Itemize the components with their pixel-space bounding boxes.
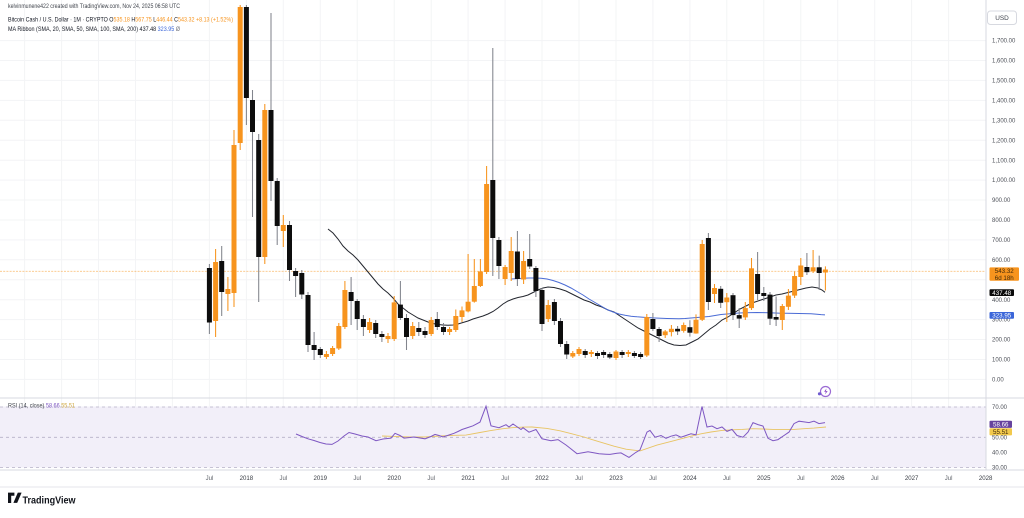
svg-text:kelvinmunene422 created with T: kelvinmunene422 created with TradingView…	[8, 3, 180, 10]
svg-text:2019: 2019	[314, 475, 328, 482]
svg-text:MA Ribbon (SMA, 20, SMA, 50, S: MA Ribbon (SMA, 20, SMA, 50, SMA, 100, S…	[8, 26, 180, 33]
svg-text:323.95: 323.95	[992, 313, 1011, 320]
svg-text:800.00: 800.00	[992, 218, 1011, 224]
svg-text:50.00: 50.00	[992, 435, 1008, 441]
svg-text:2020: 2020	[387, 475, 401, 482]
svg-text:600.00: 600.00	[992, 258, 1011, 264]
svg-text:Jul: Jul	[427, 476, 435, 482]
svg-text:55.51: 55.51	[993, 429, 1009, 436]
svg-text:1,700.00: 1,700.00	[992, 39, 1016, 45]
svg-text:300.00: 300.00	[992, 318, 1011, 324]
svg-text:Jul: Jul	[945, 476, 953, 482]
svg-text:Jul: Jul	[353, 476, 361, 482]
svg-text:2023: 2023	[609, 475, 623, 482]
svg-text:Jul: Jul	[871, 476, 879, 482]
svg-text:Jul: Jul	[649, 476, 657, 482]
svg-text:700.00: 700.00	[992, 238, 1011, 244]
svg-text:1,400.00: 1,400.00	[992, 99, 1016, 105]
svg-text:40.00: 40.00	[992, 450, 1008, 456]
svg-text:2026: 2026	[831, 475, 845, 482]
svg-text:USD: USD	[995, 15, 1009, 22]
svg-text:58.66: 58.66	[993, 422, 1009, 429]
svg-text:Jul: Jul	[206, 476, 214, 482]
svg-text:70.00: 70.00	[992, 405, 1008, 411]
svg-text:TradingView: TradingView	[23, 496, 76, 507]
svg-text:100.00: 100.00	[992, 358, 1011, 364]
svg-text:437.48: 437.48	[992, 290, 1011, 297]
svg-text:200.00: 200.00	[992, 338, 1011, 344]
svg-text:543.32: 543.32	[995, 268, 1014, 275]
svg-text:RSI (14, close) 58.66 55.51: RSI (14, close) 58.66 55.51	[8, 403, 75, 410]
svg-text:1,000.00: 1,000.00	[992, 178, 1016, 184]
svg-text:2028: 2028	[979, 475, 993, 482]
svg-text:6d 18h: 6d 18h	[995, 275, 1014, 282]
svg-text:400.00: 400.00	[992, 298, 1011, 304]
svg-text:1,500.00: 1,500.00	[992, 79, 1016, 85]
svg-text:2024: 2024	[683, 475, 697, 482]
svg-text:2021: 2021	[461, 475, 475, 482]
svg-text:2027: 2027	[905, 475, 919, 482]
svg-text:30.00: 30.00	[992, 465, 1008, 471]
svg-text:2022: 2022	[535, 475, 549, 482]
svg-text:2025: 2025	[757, 475, 771, 482]
svg-text:2018: 2018	[240, 475, 254, 482]
svg-text:Jul: Jul	[279, 476, 287, 482]
svg-text:1,100.00: 1,100.00	[992, 158, 1016, 164]
svg-text:1,200.00: 1,200.00	[992, 138, 1016, 144]
svg-text:0.00: 0.00	[992, 378, 1004, 384]
svg-text:900.00: 900.00	[992, 198, 1011, 204]
svg-text:Jul: Jul	[797, 476, 805, 482]
svg-text:Jul: Jul	[723, 476, 731, 482]
svg-text:Jul: Jul	[575, 476, 583, 482]
svg-text:1,300.00: 1,300.00	[992, 118, 1016, 124]
svg-text:Bitcoin Cash / U.S. Dollar · 1: Bitcoin Cash / U.S. Dollar · 1M · CRYPTO…	[8, 17, 233, 24]
svg-text:Jul: Jul	[501, 476, 509, 482]
svg-text:1,600.00: 1,600.00	[992, 59, 1016, 65]
